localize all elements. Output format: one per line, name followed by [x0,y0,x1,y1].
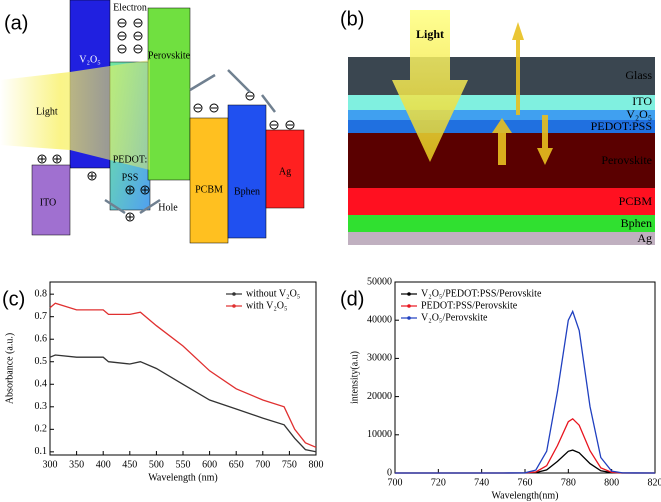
y-tick-label: 0.8 [35,288,48,299]
y-tick-label: 0.5 [35,356,48,367]
x-tick-label: 700 [255,459,270,470]
x-tick-label: 750 [282,459,297,470]
layer-label: PEDOT:PSS [591,119,652,133]
layer-label: Ag [637,231,652,245]
y-tick-label: 0.3 [35,401,48,412]
label: Light [36,106,58,117]
panel-label: (b) [340,8,364,30]
transfer-arrows [104,69,276,215]
legend-marker [407,292,411,296]
x-tick-label: 550 [176,459,191,470]
label: PEDOT: [113,154,148,165]
y-tick-label: 0 [387,467,392,478]
legend-marker [232,292,236,296]
y-tick-label: 10000 [367,429,392,440]
layer-label: Perovskite [601,153,652,167]
y-tick-label: 0.4 [35,379,48,390]
light-arrow [392,10,468,162]
legend-label: without V₂O₅ [246,288,300,299]
y-tick-label: 50000 [367,276,392,287]
panel-label: (a) [4,12,28,34]
x-tick-label: 740 [474,477,489,488]
label: Light [416,27,444,41]
label: Perovskite [148,50,191,61]
legend-marker [407,304,411,308]
layer [348,95,655,110]
series-line [49,354,317,453]
y-axis-label: intensity(a.u) [349,351,360,404]
label: Ag [279,166,291,177]
x-tick-label: 450 [122,459,137,470]
y-tick-label: 0.7 [35,311,48,322]
label: Hole [158,202,178,213]
legend-label: with V₂O₅ [246,300,288,311]
ito-block [31,164,71,236]
label: ITO [40,197,56,208]
legend-marker [232,304,236,308]
bphen-block [227,104,267,239]
panel-b: (b) Glass ITO V₂O₅ PEDOT:PSS Perovskite … [340,8,655,245]
y-axis-label: Absorbance (a.u.) [4,333,15,404]
panel-label: (d) [340,288,364,310]
y-tick-label: 40000 [367,314,392,325]
x-tick-label: 820 [648,477,661,488]
layer [348,232,655,245]
x-tick-label: 780 [561,477,576,488]
layer [348,110,655,120]
x-tick-label: 600 [202,459,217,470]
panel-label: (c) [2,288,25,310]
light-beam [0,60,150,170]
layer-label: ITO [632,94,652,108]
x-tick-label: 400 [96,459,111,470]
x-tick-label: 500 [149,459,164,470]
x-tick-label: 300 [43,459,58,470]
y-tick-label: 30000 [367,353,392,364]
x-tick-label: 650 [229,459,244,470]
legend-marker [407,316,411,320]
pcbm-block [189,117,229,244]
label: Bphen [234,186,260,197]
charge-icons [37,18,295,222]
x-axis-label: Wavelength(nm) [492,490,559,501]
legend-label: V₂O₅/PEDOT:PSS/Perovskite [421,288,542,299]
perovskite-block [147,7,191,181]
x-tick-label: 350 [69,459,84,470]
small-arrows [492,22,553,165]
series-line [395,309,656,474]
y-tick-label: 0.6 [35,334,48,345]
y-tick-label: 0.2 [35,424,48,435]
layer [348,188,655,215]
layer-label: Glass [625,68,652,82]
charts: (c) 0.1 0.2 0.3 0.4 0.5 0.6 0.7 0.8 300 350 400 450 5… [2,276,661,501]
y-tick-label: 20000 [367,391,392,402]
x-tick-label: 720 [431,477,446,488]
x-axis-label: Wavelength (nm) [148,472,217,483]
legend-label: PEDOT:PSS/Perovskite [421,300,518,311]
x-tick-label: 800 [309,459,324,470]
x-tick-label: 700 [388,477,403,488]
layer [348,215,655,232]
x-tick-label: 800 [604,477,619,488]
layer [348,57,655,95]
legend-label: V₂O₅/Perovskite [421,312,488,323]
x-tick-label: 760 [518,477,533,488]
label: PCBM [195,184,223,195]
label: Electron [113,2,147,13]
series-line [49,302,317,448]
ag-block [265,129,305,209]
layer-label: PCBM [619,194,653,208]
layer-label: Bphen [621,216,652,230]
label: V₂O₅ [79,54,100,65]
series-line [395,417,655,474]
label: PSS [122,172,139,183]
y-tick-label: 0.1 [35,446,48,457]
layer-label: V₂O₅ [626,107,652,121]
panel-a: (a) V₂O₅ Electron Perovskite Light PEDOT… [0,0,305,244]
